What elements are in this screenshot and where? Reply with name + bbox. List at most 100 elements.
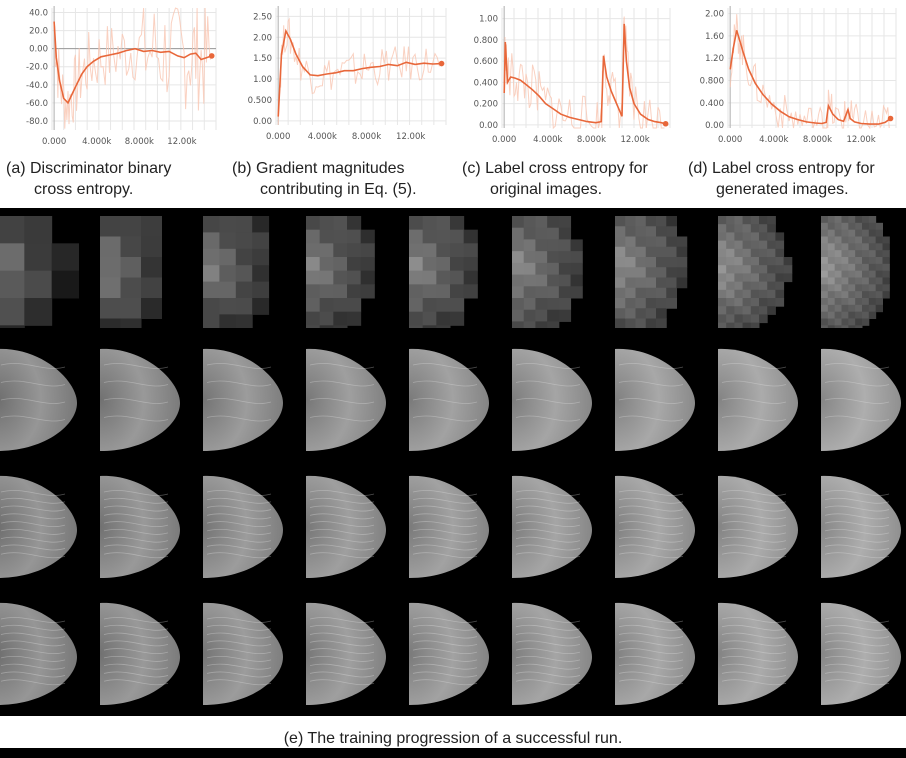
x-tick-label: 4.000k xyxy=(82,137,111,147)
generated-mammogram-r3-c2 xyxy=(100,470,182,582)
generated-mammogram-r1-c5 xyxy=(409,216,491,328)
generated-mammogram-r3-c6 xyxy=(512,470,594,582)
smoothed-series-line xyxy=(729,30,891,125)
mammogram-image xyxy=(821,348,901,451)
smoothed-series-line xyxy=(277,28,442,117)
y-tick-label: 0.00 xyxy=(479,121,498,131)
generated-mammogram-r3-c7 xyxy=(615,470,697,582)
x-tick-label: 8.000k xyxy=(803,135,832,145)
generated-mammogram-r2-c9 xyxy=(821,343,903,455)
mammogram-image xyxy=(512,348,592,451)
raw-series-line xyxy=(277,17,440,126)
mammogram-image xyxy=(718,216,793,328)
smoothed-series-line xyxy=(503,23,666,125)
generated-mammogram-r3-c9 xyxy=(821,470,903,582)
y-tick-label: 0.00 xyxy=(705,121,724,131)
mammogram-image xyxy=(512,475,592,578)
mammogram-image xyxy=(100,348,180,451)
generated-mammogram-r2-c6 xyxy=(512,343,594,455)
generated-mammogram-r2-c3 xyxy=(203,343,285,455)
panel-d: 2.00 1.60 1.20 0.800 0.400 0.00 0.000 4.000k 8.0… xyxy=(678,0,904,205)
y-tick-label: 1.00 xyxy=(479,15,498,25)
y-tick-label: 1.50 xyxy=(253,54,272,64)
mammogram-image xyxy=(306,475,386,578)
panel-a: 40.0 20.0 0.00 -20.0 -40.0 -60.0 -80.0 0.000 4.0… xyxy=(0,0,226,205)
panel-b: 2.50 2.00 1.50 1.00 0.500 0.00 0.000 4.000k 8.00… xyxy=(226,0,452,205)
caption-d: (d) Label cross entropy for generated im… xyxy=(688,158,906,200)
y-tick-label: 20.0 xyxy=(29,27,48,37)
series-end-point xyxy=(438,60,445,67)
generated-mammogram-r3-c3 xyxy=(203,470,285,582)
generated-mammogram-r2-c2 xyxy=(100,343,182,455)
y-tick-label: -80.0 xyxy=(26,117,48,127)
mammogram-image xyxy=(718,602,798,705)
generated-mammogram-r1-c7 xyxy=(615,216,697,328)
mammogram-image xyxy=(203,348,283,451)
mammogram-image xyxy=(409,475,489,578)
x-tick-label: 0.000 xyxy=(266,132,290,142)
generated-mammogram-r1-c1 xyxy=(0,216,79,328)
y-tick-label: 2.50 xyxy=(253,12,272,22)
y-tick-label: 2.00 xyxy=(253,33,272,43)
mammogram-image xyxy=(100,216,162,328)
caption-a-line2: cross entropy. xyxy=(34,181,134,198)
caption-a: (a) Discriminator binary cross entropy. xyxy=(6,158,232,200)
caption-b-line2: contributing in Eq. (5). xyxy=(260,181,417,198)
generated-mammogram-r1-c8 xyxy=(718,216,800,328)
caption-d-line2: generated images. xyxy=(716,181,849,198)
generated-mammogram-r3-c8 xyxy=(718,470,800,582)
y-tick-label: 0.600 xyxy=(474,57,498,67)
mammogram-image xyxy=(409,602,489,705)
x-tick-label: 0.000 xyxy=(492,135,516,145)
raw-series-line xyxy=(729,14,890,130)
x-tick-label: 4.000k xyxy=(533,135,562,145)
y-tick-label: 1.60 xyxy=(705,32,724,42)
generated-mammogram-r1-c9 xyxy=(821,216,903,328)
x-tick-label: 12.00k xyxy=(167,137,196,147)
mammogram-image xyxy=(203,602,283,705)
chart-a: 40.0 20.0 0.00 -20.0 -40.0 -60.0 -80.0 0.000 4.0… xyxy=(26,6,217,147)
generated-mammogram-r4-c7 xyxy=(615,597,697,709)
chart-c: 1.00 0.800 0.600 0.400 0.200 0.00 0.000 4.000k 8… xyxy=(474,6,671,145)
x-tick-label: 12.00k xyxy=(846,135,875,145)
mammogram-image xyxy=(0,216,79,328)
generated-mammogram-r1-c4 xyxy=(306,216,388,328)
mammogram-image xyxy=(821,602,901,705)
mammogram-image xyxy=(306,216,375,328)
generated-mammogram-r4-c3 xyxy=(203,597,285,709)
mammogram-image xyxy=(409,216,478,328)
y-tick-label: 0.400 xyxy=(474,78,498,88)
mammogram-image xyxy=(409,348,489,451)
mammogram-image xyxy=(615,475,695,578)
y-tick-label: 1.00 xyxy=(253,75,272,85)
y-tick-label: 2.00 xyxy=(705,10,724,20)
x-tick-label: 12.00k xyxy=(620,135,649,145)
chart-d: 2.00 1.60 1.20 0.800 0.400 0.00 0.000 4.000k 8.0… xyxy=(700,6,897,145)
raw-series-line xyxy=(503,16,665,130)
series-end-point xyxy=(208,53,215,59)
panel-c: 1.00 0.800 0.600 0.400 0.200 0.00 0.000 4.000k 8… xyxy=(452,0,678,205)
generated-mammogram-r3-c5 xyxy=(409,470,491,582)
y-tick-label: -20.0 xyxy=(26,63,48,73)
smoothed-series-line xyxy=(53,21,212,105)
generated-mammogram-r3-c4 xyxy=(306,470,388,582)
generated-mammogram-r4-c8 xyxy=(718,597,800,709)
mammogram-image xyxy=(306,348,386,451)
caption-c-line2: original images. xyxy=(490,181,603,198)
mammogram-image xyxy=(512,216,583,328)
y-tick-label: 40.0 xyxy=(29,9,48,19)
mammogram-image xyxy=(821,475,901,578)
bottom-black-bar xyxy=(0,748,906,758)
chart-b: 2.50 2.00 1.50 1.00 0.500 0.00 0.000 4.000k 8.00… xyxy=(248,6,447,142)
x-tick-label: 12.00k xyxy=(396,132,425,142)
mammogram-image xyxy=(615,348,695,451)
mammogram-image xyxy=(100,602,180,705)
x-tick-label: 0.000 xyxy=(42,137,66,147)
x-tick-label: 0.000 xyxy=(718,135,742,145)
y-tick-label: 1.20 xyxy=(705,54,724,64)
x-tick-label: 8.000k xyxy=(125,137,154,147)
generated-mammogram-r4-c9 xyxy=(821,597,903,709)
generated-mammogram-r3-c1 xyxy=(0,470,79,582)
y-tick-label: 0.200 xyxy=(474,100,498,110)
caption-a-line1: (a) Discriminator binary xyxy=(6,160,172,177)
